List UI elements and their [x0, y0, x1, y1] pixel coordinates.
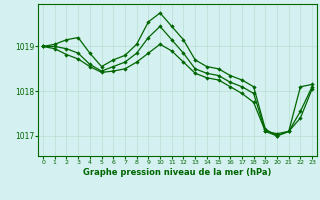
X-axis label: Graphe pression niveau de la mer (hPa): Graphe pression niveau de la mer (hPa) [84, 168, 272, 177]
